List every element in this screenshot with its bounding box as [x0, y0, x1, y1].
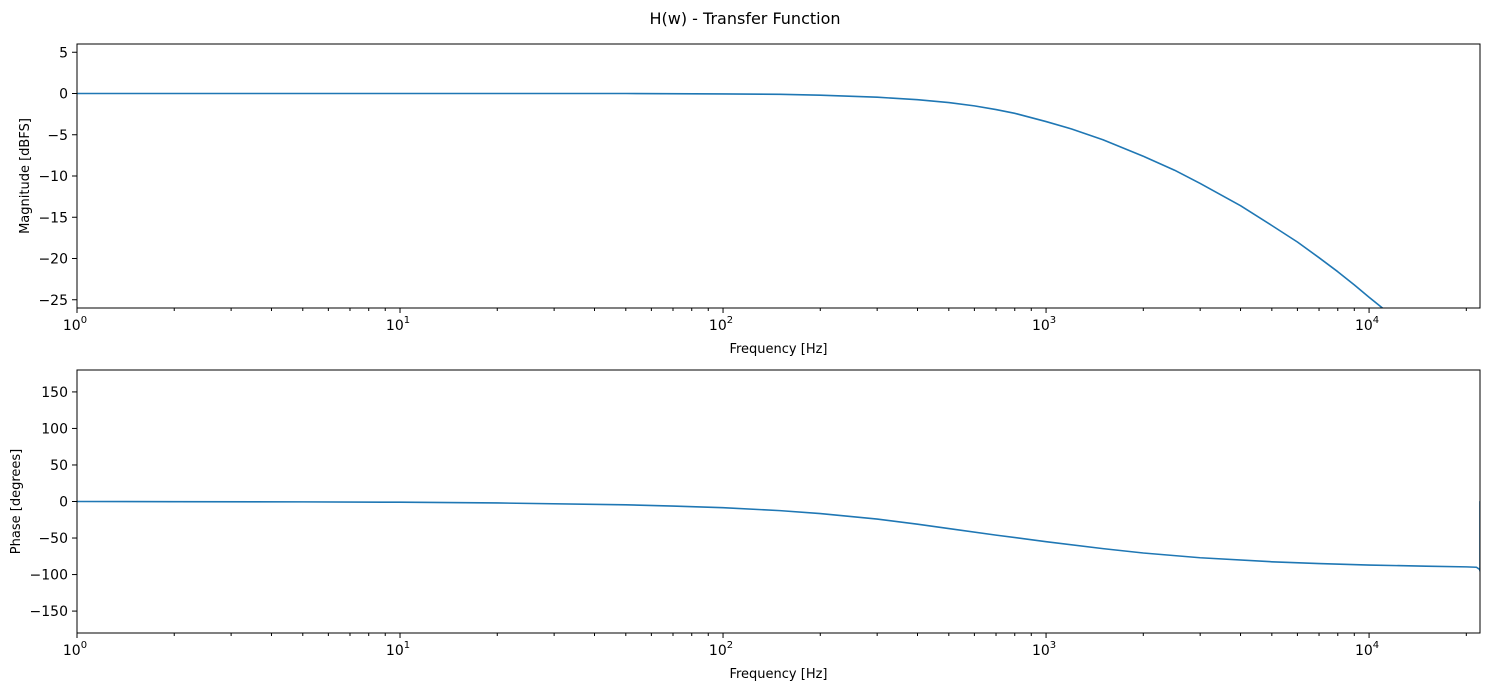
phase-curve: [77, 500, 1480, 572]
phase-xtick-label: 102: [709, 640, 733, 659]
phase-plot: Phase [degrees] Frequency [Hz] 100 101 102…: [9, 369, 1481, 682]
magnitude-ytick-label: −10: [38, 169, 68, 185]
magnitude-ytick-label: −20: [38, 252, 68, 268]
phase-xlabel: Frequency [Hz]: [729, 667, 827, 682]
magnitude-xtick-label: 104: [1355, 315, 1379, 334]
magnitude-xtick-label: 102: [709, 315, 733, 334]
magnitude-plot: Magnitude [dBFS] Frequency [Hz] 100 101 10…: [18, 43, 1481, 357]
phase-ytick-label: 100: [41, 421, 68, 437]
phase-ytick-label: 150: [41, 385, 68, 401]
phase-ytick-label: −150: [30, 604, 68, 620]
magnitude-curve: [77, 92, 1384, 308]
magnitude-axes-frame: [76, 43, 1481, 309]
phase-xtick-label: 103: [1032, 640, 1056, 659]
phase-ylabel: Phase [degrees]: [9, 449, 24, 554]
figure-title: H(w) - Transfer Function: [649, 9, 840, 28]
magnitude-xtick-label: 101: [386, 315, 410, 334]
phase-ytick-label: 0: [59, 495, 68, 511]
magnitude-xtick-label: 103: [1032, 315, 1056, 334]
phase-xtick-label: 104: [1355, 640, 1379, 659]
magnitude-ytick-label: −15: [38, 210, 68, 226]
magnitude-ytick-label: −25: [38, 293, 68, 309]
phase-ytick-label: −50: [38, 531, 68, 547]
magnitude-xtick-label: 100: [63, 315, 87, 334]
phase-ytick-label: −100: [30, 568, 68, 584]
phase-xtick-label: 101: [386, 640, 410, 659]
magnitude-xlabel: Frequency [Hz]: [729, 342, 827, 357]
magnitude-ylabel: Magnitude [dBFS]: [18, 118, 33, 234]
magnitude-ytick-label: −5: [47, 128, 68, 144]
phase-ytick-label: 50: [50, 458, 68, 474]
magnitude-ytick-label: 5: [59, 45, 68, 61]
phase-xtick-label: 100: [63, 640, 87, 659]
magnitude-ytick-label: 0: [59, 87, 68, 103]
